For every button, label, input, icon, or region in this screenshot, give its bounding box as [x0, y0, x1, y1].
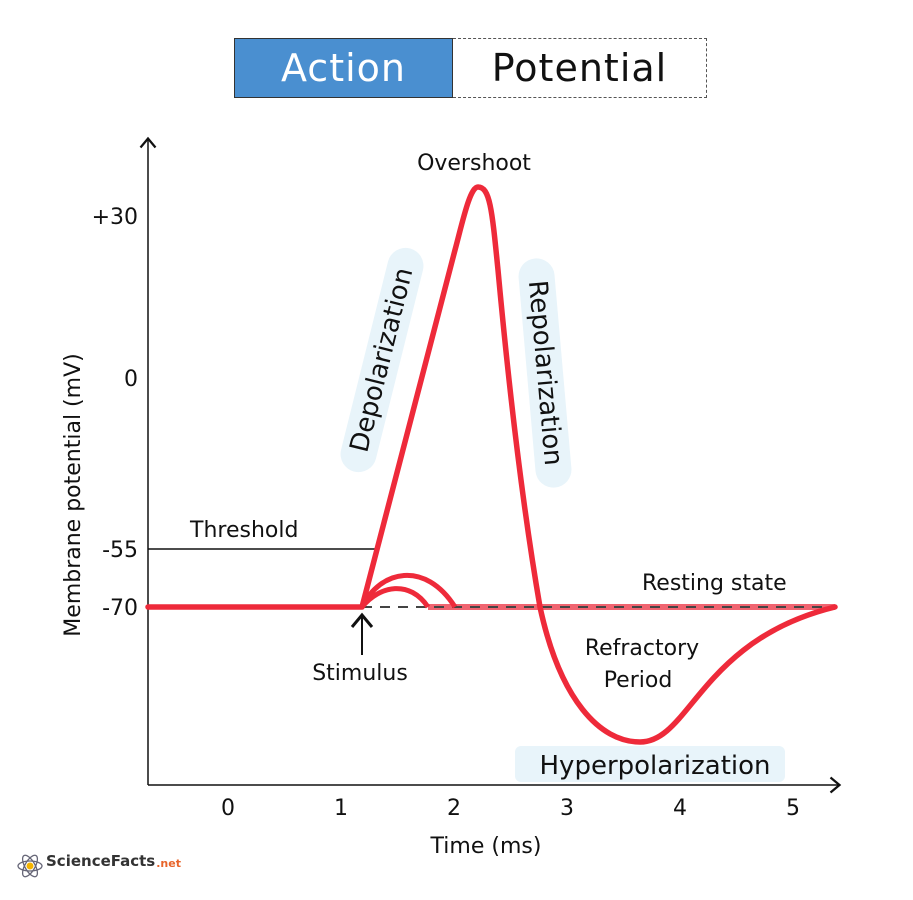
y-axis-title: Membrane potential (mV): [61, 353, 86, 636]
logo-suffix: .net: [156, 856, 181, 870]
ytick-label: -55: [102, 538, 138, 563]
xtick-label: 0: [221, 796, 235, 821]
sciencefacts-logo: ScienceFacts .net: [46, 852, 181, 870]
threshold-label: Threshold: [189, 518, 298, 543]
x-axis-title: Time (ms): [430, 834, 542, 859]
title-action: Action: [234, 38, 453, 98]
stimulus-label: Stimulus: [312, 661, 408, 686]
repolarization-bg: [518, 258, 572, 488]
ytick-label: +30: [92, 205, 138, 230]
xtick-label: 5: [786, 796, 800, 821]
action-potential-curve: [145, 184, 838, 745]
resting-state-label: Resting state: [642, 571, 787, 596]
refractory-label-line1: Refractory: [585, 636, 699, 661]
refractory-label-line2: Period: [604, 668, 673, 693]
hyperpolarization-label: Hyperpolarization: [540, 751, 771, 781]
ytick-label: -70: [102, 596, 138, 621]
hyperpolarization-bg: [515, 746, 785, 782]
xtick-label: 1: [334, 796, 348, 821]
title-potential: Potential: [453, 38, 707, 98]
subthreshold-bump-small: [360, 586, 431, 609]
overshoot-label: Overshoot: [417, 151, 531, 176]
logo-text: ScienceFacts: [46, 852, 156, 870]
xtick-label: 4: [673, 796, 687, 821]
xtick-label: 3: [560, 796, 574, 821]
xtick-label: 2: [447, 796, 461, 821]
depolarization-bg: [340, 247, 424, 473]
subthreshold-bump-large: [359, 573, 458, 609]
atom-logo-icon: [17, 854, 43, 878]
ytick-label: 0: [124, 367, 138, 392]
